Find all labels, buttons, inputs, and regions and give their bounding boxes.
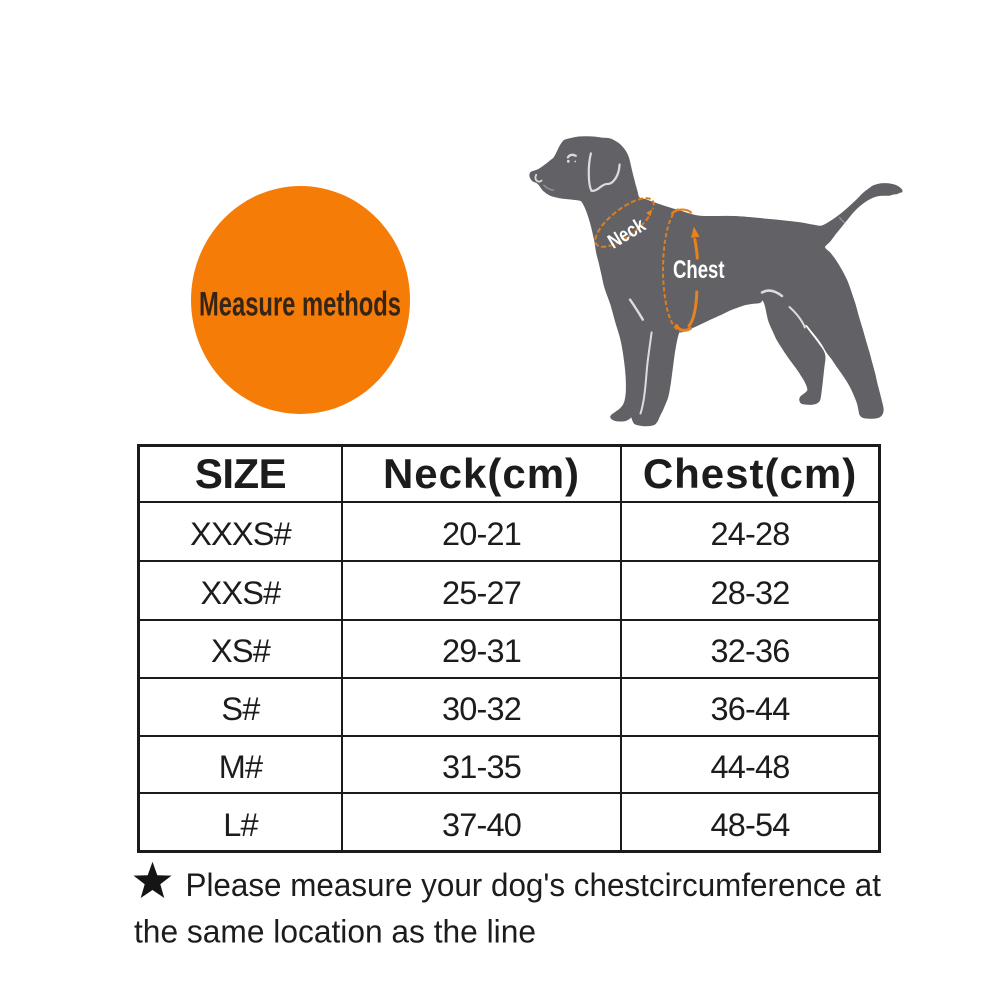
svg-text:Chest: Chest [673,256,725,284]
svg-text:Please measure your dog's ches: Please measure your dog's chestcircumfer… [186,867,882,903]
svg-text:Measure methods: Measure methods [199,286,401,324]
svg-text:the same location as the line: the same location as the line [134,914,536,950]
